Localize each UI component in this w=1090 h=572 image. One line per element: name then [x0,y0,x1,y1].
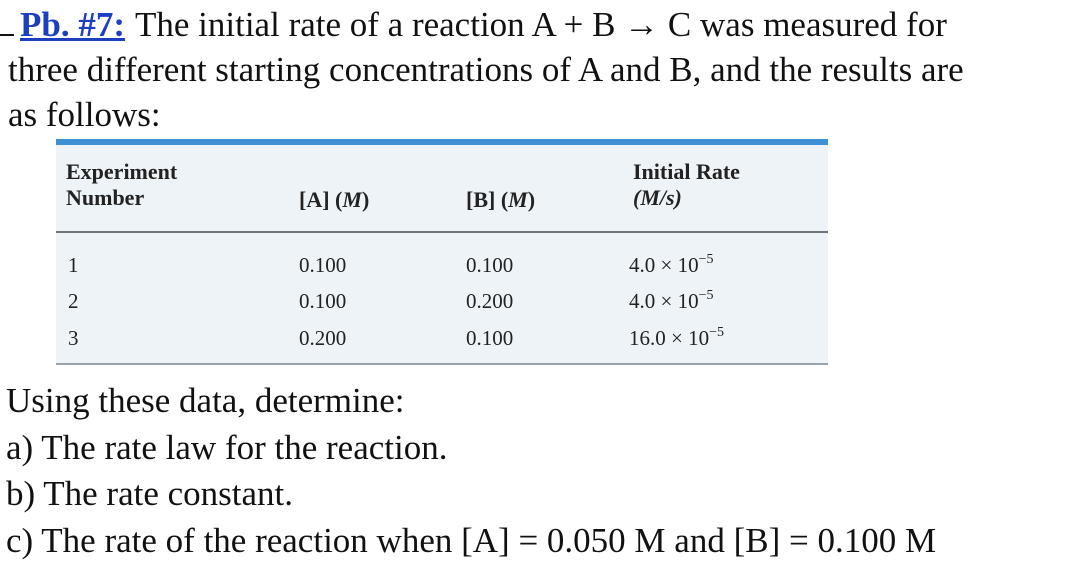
header-rate-line1: Initial Rate [633,159,740,184]
problem-text-1: The initial rate of a reaction A + B → C… [135,5,947,44]
problem-line-1: Pb. #7: The initial rate of a reaction A … [0,2,1084,47]
header-divider [56,231,828,233]
header-a-text: [A] ( [299,187,343,212]
row-3-rate-exp: −5 [709,325,724,340]
row-1-rate-exp: −5 [698,252,714,267]
row-1-number: 1 [68,253,79,277]
problem-statement: Pb. #7: The initial rate of a reaction A … [0,2,1084,137]
header-experiment-line2: Number [66,185,145,210]
row-3-b: 0.100 [466,326,514,350]
header-rate-line2: (M/s) [633,185,682,210]
row-3-number: 3 [68,326,79,350]
row-2-rate: 4.0 × 10−5 [629,288,714,314]
header-b-close: ) [527,187,536,212]
row-3-a: 0.200 [299,326,347,350]
row-1-rate-mantissa: 4.0 × 10 [629,253,699,277]
header-b-unit: M [508,187,528,212]
data-table: Experiment Number [A] (M) [B] (M) Initia… [56,139,828,365]
row-1-b: 0.100 [466,253,514,277]
header-a: [A] (M) [299,187,369,213]
row-2-a: 0.100 [299,289,347,313]
row-2-rate-exp: −5 [698,288,714,303]
table-bottom-rule [56,363,828,365]
header-a-unit: M [342,187,362,212]
question-c: c) The rate of the reaction when [A] = 0… [6,520,937,560]
row-2-number: 2 [68,289,79,313]
question-b: b) The rate constant. [6,474,294,513]
questions-intro: Using these data, determine: [6,381,405,420]
problem-line-2: three different starting concentrations … [8,50,964,89]
header-b: [B] (M) [466,187,535,213]
problem-line-3: as follows: [8,95,161,134]
questions: Using these data, determine: a) The rate… [6,378,936,564]
header-experiment-line1: Experiment [66,159,178,184]
header-b-text: [B] ( [466,187,509,212]
row-2-rate-mantissa: 4.0 × 10 [629,289,699,313]
underline-marker [0,4,14,36]
problem-label: Pb. #7: [20,5,125,44]
header-initial-rate: Initial Rate (M/s) [633,159,740,211]
row-2-b: 0.200 [466,289,514,313]
header-experiment-number: Experiment Number [66,159,177,211]
row-3-rate: 16.0 × 10−5 [629,325,724,351]
row-3-rate-mantissa: 16.0 × 10 [629,326,710,350]
row-1-a: 0.100 [299,253,347,277]
header-a-close: ) [361,187,370,212]
question-a: a) The rate law for the reaction. [6,427,448,467]
row-1-rate: 4.0 × 10−5 [629,252,714,278]
